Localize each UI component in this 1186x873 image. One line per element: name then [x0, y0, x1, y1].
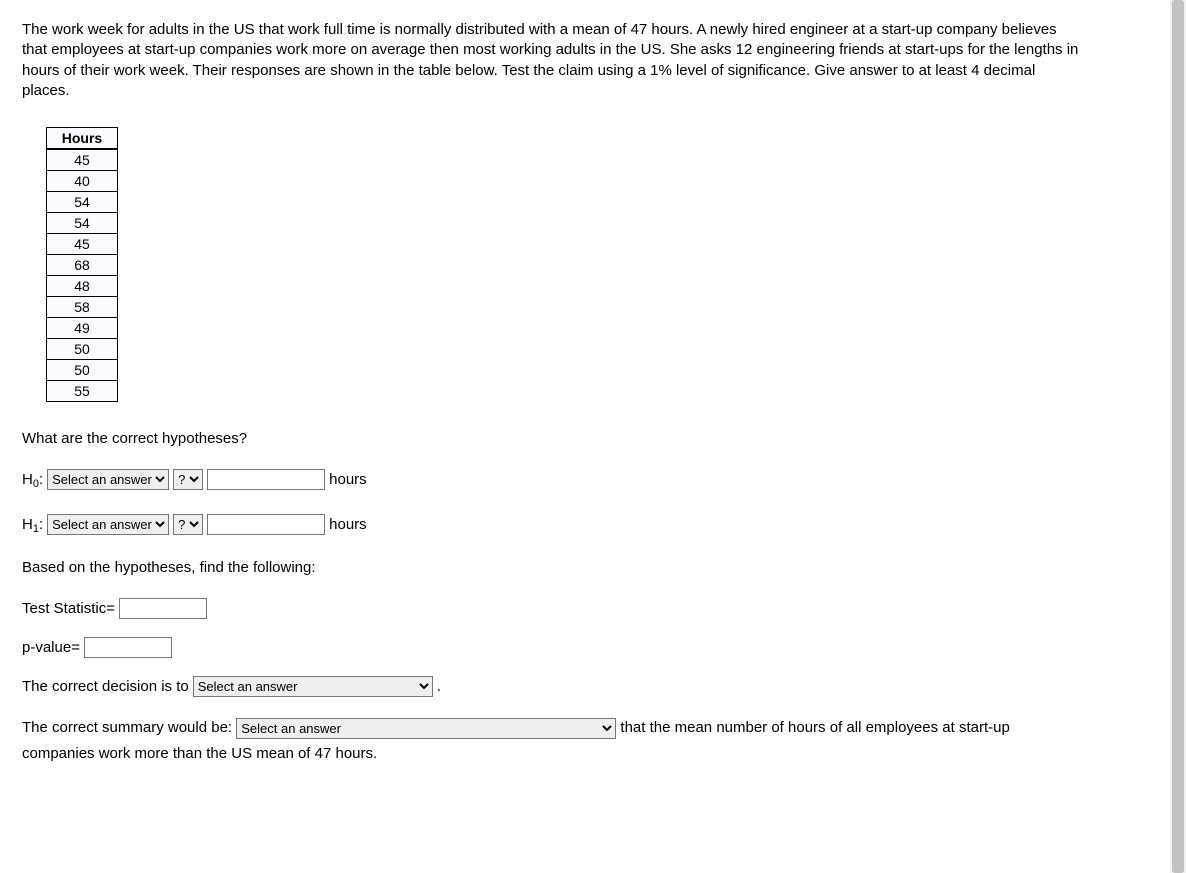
h0-unit: hours — [329, 471, 367, 488]
test-statistic-label: Test Statistic= — [22, 600, 115, 617]
table-header: Hours — [47, 128, 118, 150]
h1-param-select[interactable]: Select an answer — [47, 514, 169, 535]
table-row: 54 — [47, 192, 118, 213]
table-row: 40 — [47, 171, 118, 192]
table-row: 45 — [47, 234, 118, 255]
h0-label: H0: — [22, 471, 43, 488]
decision-select[interactable]: Select an answer — [193, 676, 433, 697]
hours-table: Hours 454054544568485849505055 — [46, 127, 118, 402]
decision-post: . — [437, 678, 441, 695]
table-row: 48 — [47, 276, 118, 297]
followup-question: Based on the hypotheses, find the follow… — [22, 559, 1164, 576]
h0-value-input[interactable] — [207, 469, 325, 490]
table-row: 45 — [47, 149, 118, 171]
table-row: 54 — [47, 213, 118, 234]
h1-value-input[interactable] — [207, 514, 325, 535]
pvalue-row: p-value= — [22, 637, 1164, 658]
table-row: 68 — [47, 255, 118, 276]
test-statistic-row: Test Statistic= — [22, 598, 1164, 619]
table-row: 58 — [47, 297, 118, 318]
h1-row: H1: Select an answer ? hours — [22, 514, 1164, 535]
decision-pre: The correct decision is to — [22, 678, 189, 695]
summary-pre: The correct summary would be: — [22, 719, 236, 736]
hypotheses-question: What are the correct hypotheses? — [22, 430, 1164, 447]
h1-unit: hours — [329, 516, 367, 533]
problem-prompt: The work week for adults in the US that … — [22, 20, 1082, 101]
h0-row: H0: Select an answer ? hours — [22, 469, 1164, 490]
table-row: 49 — [47, 318, 118, 339]
summary-row: The correct summary would be: Select an … — [22, 715, 1082, 766]
table-row: 50 — [47, 360, 118, 381]
pvalue-label: p-value= — [22, 639, 80, 656]
test-statistic-input[interactable] — [119, 598, 207, 619]
h0-operator-select[interactable]: ? — [173, 469, 203, 490]
pvalue-input[interactable] — [84, 637, 172, 658]
h1-label: H1: — [22, 516, 43, 533]
decision-row: The correct decision is to Select an ans… — [22, 676, 1164, 697]
h1-operator-select[interactable]: ? — [173, 514, 203, 535]
h0-param-select[interactable]: Select an answer — [47, 469, 169, 490]
scrollbar-thumb[interactable] — [1172, 0, 1184, 873]
vertical-scrollbar[interactable] — [1170, 0, 1186, 873]
summary-select[interactable]: Select an answer — [236, 718, 616, 739]
table-row: 55 — [47, 381, 118, 402]
table-row: 50 — [47, 339, 118, 360]
